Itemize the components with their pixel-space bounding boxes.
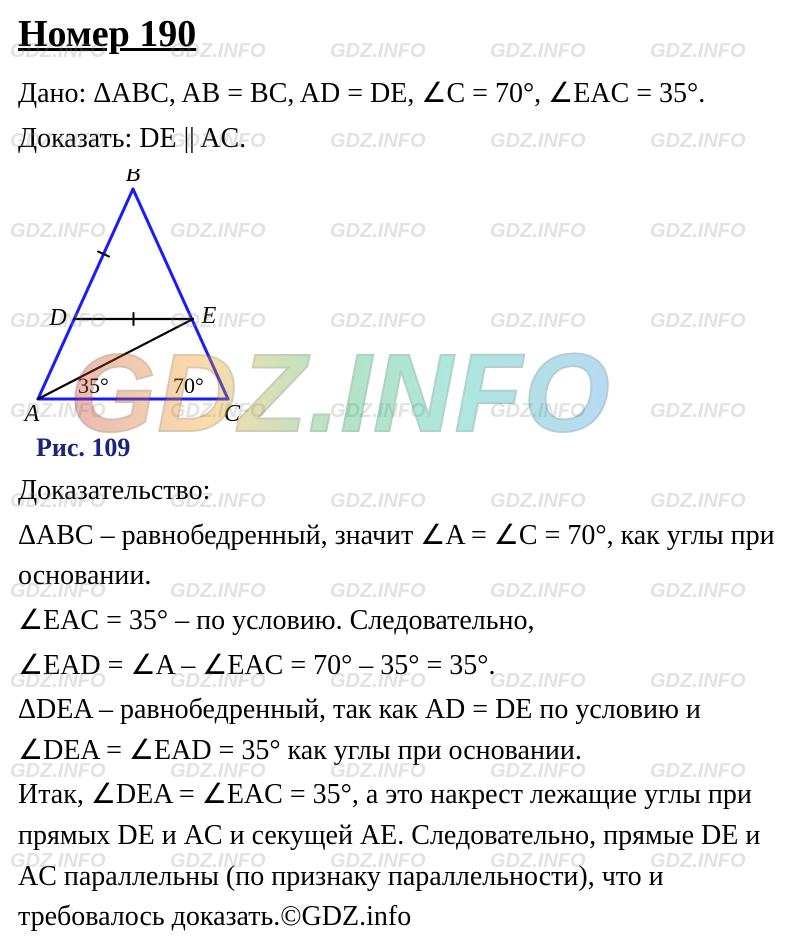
given-line: Дано: ΔABC, AB = BC, AD = DE, ∠C = 70°, … — [18, 74, 787, 115]
proof-line: ΔDEA – равнобедренный, так как AD = DE п… — [18, 690, 787, 771]
problem-title: Номер 190 — [18, 12, 787, 56]
proof-line: ∠EAC = 35° – по условию. Следовательно, — [18, 601, 787, 642]
figure-caption: Рис. 109 — [36, 433, 787, 463]
proof-line: ΔABC – равнобедренный, значит ∠A = ∠C = … — [18, 516, 787, 597]
figure: A B C D E 35° 70° Рис. 109 — [18, 169, 787, 463]
svg-text:C: C — [224, 401, 241, 427]
proof-line: Итак, ∠DEA = ∠EAC = 35°, а это накрест л… — [18, 775, 787, 937]
svg-text:D: D — [48, 305, 66, 331]
svg-text:70°: 70° — [173, 373, 204, 398]
triangle-diagram: A B C D E 35° 70° — [18, 169, 258, 429]
proof-line: ∠EAD = ∠A – ∠EAC = 70° – 35° = 35°. — [18, 646, 787, 687]
svg-text:A: A — [23, 401, 40, 427]
svg-text:E: E — [201, 303, 217, 329]
proof-heading: Доказательство: — [18, 471, 787, 512]
svg-text:B: B — [126, 169, 141, 187]
svg-text:35°: 35° — [78, 373, 109, 398]
toprove-line: Доказать: DE || AC. — [18, 119, 787, 160]
